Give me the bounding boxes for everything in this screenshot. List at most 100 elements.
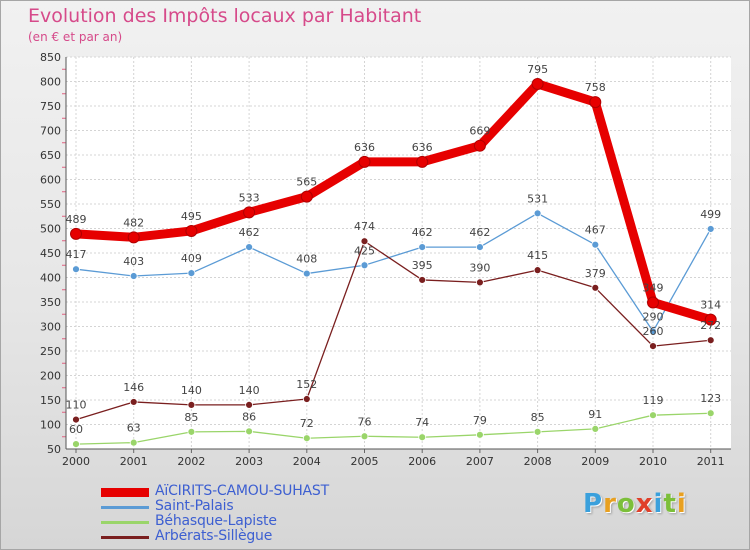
x-tick-label: 2005 bbox=[351, 455, 379, 468]
x-tick-label: 2006 bbox=[408, 455, 436, 468]
data-label: 425 bbox=[354, 244, 375, 257]
series-line bbox=[71, 79, 716, 325]
data-label: 76 bbox=[358, 415, 372, 428]
data-point bbox=[473, 139, 486, 152]
data-label: 462 bbox=[239, 226, 260, 239]
logo-letter: i bbox=[653, 489, 664, 519]
data-point bbox=[418, 243, 427, 252]
y-tick-label: 350 bbox=[40, 296, 61, 309]
data-point bbox=[591, 240, 600, 249]
data-label: 395 bbox=[412, 259, 433, 272]
x-tick-label: 2011 bbox=[697, 455, 725, 468]
y-tick-label: 50 bbox=[47, 443, 61, 456]
y-tick-label: 850 bbox=[40, 51, 61, 64]
data-label: 565 bbox=[296, 176, 317, 189]
data-label: 379 bbox=[585, 267, 606, 280]
data-point bbox=[360, 432, 369, 441]
x-tick-label: 2000 bbox=[62, 455, 90, 468]
data-label: 86 bbox=[242, 410, 256, 423]
series-line bbox=[75, 240, 712, 421]
data-point bbox=[243, 206, 256, 219]
y-tick-label: 100 bbox=[40, 419, 61, 432]
data-label: 531 bbox=[527, 192, 548, 205]
data-point bbox=[589, 96, 602, 109]
data-point bbox=[533, 266, 542, 275]
data-label: 409 bbox=[181, 252, 202, 265]
data-point bbox=[129, 438, 138, 447]
data-label: 119 bbox=[643, 394, 664, 407]
logo-letter: t bbox=[663, 489, 677, 519]
data-point bbox=[245, 400, 254, 409]
data-point bbox=[129, 272, 138, 280]
logo-letter: r bbox=[603, 489, 617, 519]
data-point bbox=[70, 227, 82, 240]
data-point bbox=[475, 430, 484, 439]
data-label: 415 bbox=[527, 249, 548, 262]
series-line bbox=[75, 212, 712, 333]
data-point bbox=[704, 313, 717, 326]
data-label: 489 bbox=[66, 213, 87, 226]
data-label: 533 bbox=[239, 191, 260, 204]
data-label: 408 bbox=[296, 253, 317, 266]
logo-letter: o bbox=[616, 489, 636, 519]
y-tick-label: 300 bbox=[40, 321, 61, 334]
data-label: 499 bbox=[700, 208, 721, 221]
data-label: 636 bbox=[354, 141, 375, 154]
data-point bbox=[129, 398, 138, 406]
y-tick-label: 700 bbox=[40, 125, 61, 138]
y-tick-label: 450 bbox=[40, 247, 61, 260]
proxiti-logo: Proxiti bbox=[583, 489, 687, 519]
legend-item: Saint-Palais bbox=[97, 498, 417, 515]
data-label: 140 bbox=[181, 384, 202, 397]
data-point bbox=[302, 269, 311, 278]
data-label: 403 bbox=[123, 255, 144, 268]
data-label: 152 bbox=[296, 378, 317, 391]
legend-swatch bbox=[101, 487, 149, 497]
data-label: 474 bbox=[354, 220, 375, 233]
data-point bbox=[187, 269, 196, 277]
y-tick-label: 650 bbox=[40, 149, 61, 162]
logo-letter: x bbox=[635, 489, 654, 519]
data-point bbox=[187, 427, 196, 436]
data-label: 495 bbox=[181, 210, 202, 223]
data-label: 669 bbox=[469, 125, 490, 138]
data-label: 467 bbox=[585, 224, 606, 237]
y-tick-label: 750 bbox=[40, 100, 61, 113]
data-label: 72 bbox=[300, 417, 314, 430]
data-point bbox=[531, 77, 544, 90]
data-point bbox=[245, 243, 254, 252]
legend-swatch bbox=[101, 505, 149, 509]
data-label: 272 bbox=[700, 319, 721, 332]
legend-label: Saint-Palais bbox=[155, 498, 234, 514]
data-label: 79 bbox=[473, 414, 487, 427]
data-point bbox=[72, 440, 80, 449]
x-tick-label: 2004 bbox=[293, 455, 321, 468]
data-point bbox=[185, 224, 198, 237]
data-label: 636 bbox=[412, 141, 433, 154]
data-point bbox=[302, 434, 311, 443]
data-point bbox=[475, 278, 484, 287]
data-point bbox=[706, 225, 715, 233]
data-label: 758 bbox=[585, 81, 606, 94]
series-line bbox=[75, 412, 712, 445]
y-tick-label: 150 bbox=[40, 394, 61, 407]
data-point bbox=[72, 415, 80, 424]
data-label: 260 bbox=[643, 325, 664, 338]
x-tick-label: 2001 bbox=[120, 455, 148, 468]
data-point bbox=[591, 425, 600, 433]
data-label: 146 bbox=[123, 381, 144, 394]
legend-label: Béhasque-Lapiste bbox=[155, 513, 277, 529]
y-tick-label: 500 bbox=[40, 223, 61, 236]
data-label: 462 bbox=[412, 226, 433, 239]
legend-item: Béhasque-Lapiste bbox=[97, 513, 417, 530]
y-tick-label: 800 bbox=[40, 76, 61, 89]
data-point bbox=[418, 276, 427, 284]
data-point bbox=[127, 231, 140, 244]
x-tick-label: 2008 bbox=[524, 455, 552, 468]
data-label: 349 bbox=[643, 281, 664, 294]
chart-subtitle: (en € et par an) bbox=[28, 30, 123, 44]
data-label: 482 bbox=[123, 216, 144, 229]
data-point bbox=[358, 155, 371, 168]
data-label: 140 bbox=[239, 384, 260, 397]
